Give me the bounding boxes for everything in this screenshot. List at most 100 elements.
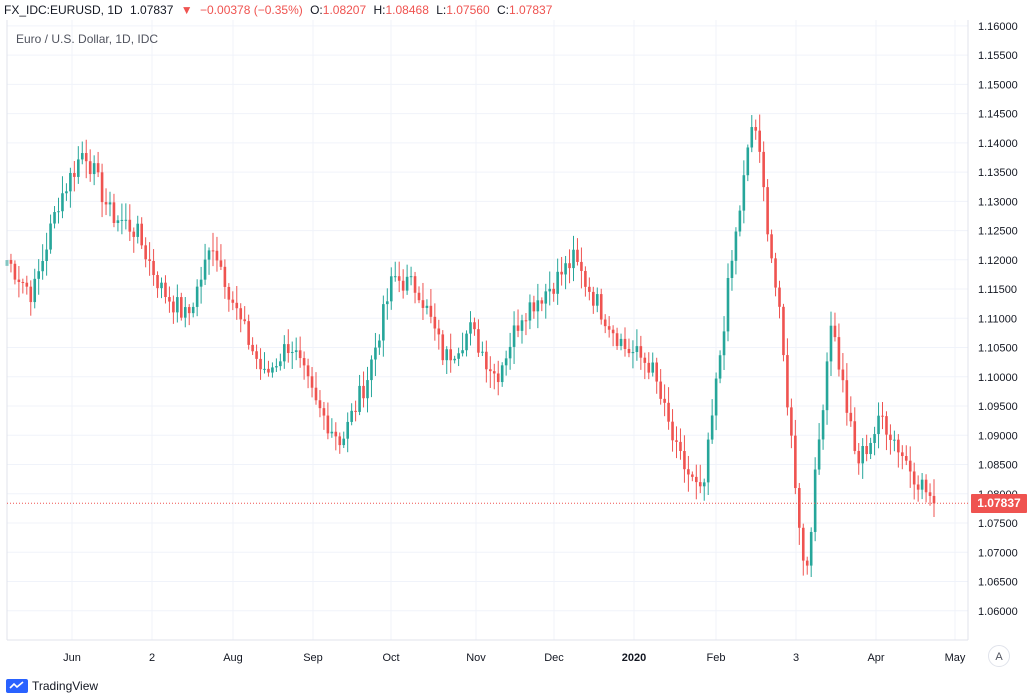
candle bbox=[37, 259, 40, 295]
candle bbox=[734, 227, 738, 275]
candle bbox=[386, 288, 389, 320]
candle bbox=[306, 358, 310, 389]
candle bbox=[314, 372, 318, 405]
price-change: −0.00378 (−0.35%) bbox=[200, 3, 303, 17]
brand-name: TradingView bbox=[32, 679, 99, 693]
candle bbox=[17, 266, 21, 298]
candle bbox=[49, 214, 52, 254]
candle bbox=[805, 556, 809, 575]
candle bbox=[588, 277, 591, 301]
candle bbox=[603, 314, 607, 334]
candle bbox=[116, 215, 120, 232]
candle bbox=[500, 362, 504, 387]
candle bbox=[207, 247, 211, 275]
candle bbox=[770, 229, 773, 264]
candle bbox=[140, 217, 143, 250]
candle bbox=[286, 329, 290, 363]
candle bbox=[786, 338, 789, 416]
candle bbox=[774, 252, 777, 297]
tradingview-icon bbox=[6, 679, 28, 693]
symbol-label[interactable]: FX_IDC:EURUSD, 1D bbox=[4, 3, 123, 17]
candle bbox=[374, 332, 377, 377]
candle bbox=[829, 311, 833, 376]
candle bbox=[920, 473, 924, 500]
candle bbox=[29, 280, 33, 316]
candle bbox=[267, 360, 270, 377]
candle bbox=[722, 316, 726, 370]
candle bbox=[758, 114, 761, 163]
candle bbox=[104, 188, 108, 216]
candle bbox=[231, 291, 235, 311]
candle bbox=[53, 206, 56, 229]
candle bbox=[88, 149, 92, 182]
candle bbox=[873, 426, 876, 456]
candle bbox=[465, 330, 468, 357]
y-tick-label: 1.10000 bbox=[978, 372, 1018, 384]
candle bbox=[41, 244, 44, 280]
x-tick-label: Oct bbox=[382, 652, 399, 664]
chart-grid bbox=[7, 20, 968, 640]
candle bbox=[821, 404, 825, 450]
candle bbox=[156, 271, 159, 298]
candle bbox=[904, 445, 908, 466]
candle bbox=[279, 353, 282, 371]
candle bbox=[310, 367, 314, 398]
tradingview-logo[interactable]: TradingView bbox=[6, 678, 98, 694]
candle bbox=[370, 355, 373, 398]
candle bbox=[639, 335, 643, 370]
auto-scale-button[interactable]: A bbox=[988, 645, 1010, 667]
candle bbox=[849, 396, 853, 427]
candles bbox=[5, 114, 936, 577]
candle bbox=[330, 418, 334, 438]
candle bbox=[762, 141, 765, 202]
candle bbox=[738, 205, 742, 237]
candle bbox=[219, 244, 223, 271]
candle bbox=[726, 263, 730, 342]
x-tick-label: 3 bbox=[793, 652, 799, 664]
candle bbox=[397, 261, 401, 293]
candle bbox=[885, 411, 888, 451]
open-value: 1.08207 bbox=[322, 3, 367, 17]
candle bbox=[152, 249, 155, 286]
candle bbox=[663, 384, 666, 417]
candle bbox=[556, 258, 559, 305]
y-tick-label: 1.12000 bbox=[978, 255, 1018, 267]
candle bbox=[346, 412, 349, 453]
y-tick-label: 1.15500 bbox=[978, 50, 1018, 62]
candle bbox=[766, 179, 769, 242]
candle bbox=[160, 277, 163, 299]
candle bbox=[679, 428, 682, 460]
candle bbox=[21, 278, 25, 294]
candle bbox=[100, 163, 104, 218]
candle bbox=[853, 407, 857, 455]
candle bbox=[619, 333, 623, 351]
candle bbox=[13, 260, 17, 285]
candle bbox=[227, 283, 231, 312]
candle bbox=[294, 337, 298, 361]
last-price: 1.07837 bbox=[130, 3, 174, 17]
candle bbox=[33, 268, 37, 309]
candle bbox=[782, 303, 785, 362]
candle bbox=[318, 390, 322, 418]
candle bbox=[405, 264, 409, 295]
candle bbox=[96, 151, 100, 178]
candle bbox=[322, 401, 326, 430]
candle bbox=[492, 363, 496, 390]
candle bbox=[825, 352, 829, 425]
candle bbox=[393, 261, 397, 282]
candle bbox=[61, 176, 64, 219]
candle bbox=[263, 352, 266, 374]
candle bbox=[429, 289, 433, 324]
candle bbox=[778, 280, 781, 319]
candle bbox=[698, 464, 702, 494]
candle bbox=[69, 167, 72, 208]
candle bbox=[576, 238, 579, 266]
candle bbox=[568, 249, 571, 284]
y-tick-label: 1.12500 bbox=[978, 226, 1018, 238]
y-tick-label: 1.07500 bbox=[978, 518, 1018, 530]
candle bbox=[354, 400, 357, 422]
x-tick-label: Aug bbox=[223, 652, 243, 664]
candle bbox=[584, 266, 587, 297]
candle bbox=[615, 327, 619, 350]
